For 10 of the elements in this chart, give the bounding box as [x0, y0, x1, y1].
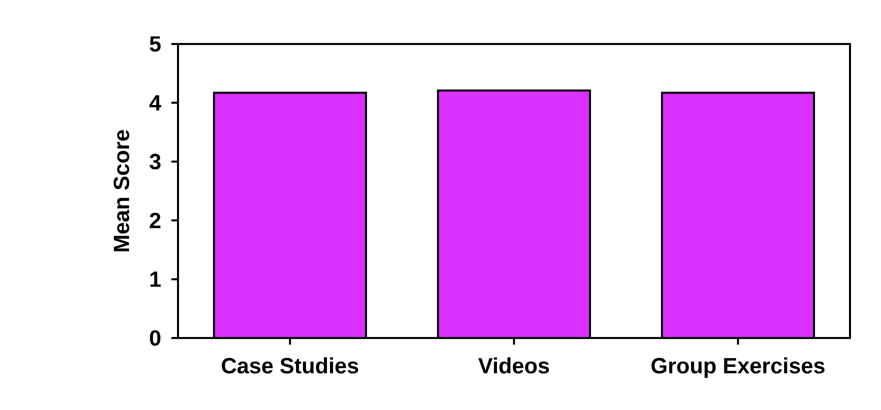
y-tick-label: 5 [150, 36, 161, 52]
x-tick-label: Case Studies [222, 357, 358, 374]
x-tick-label: Group Exercises [651, 357, 824, 378]
y-tick-label: 1 [150, 272, 161, 287]
y-tick-label: 2 [150, 212, 160, 228]
x-tick-label: Videos [478, 357, 549, 374]
y-tick-label: 4 [149, 95, 162, 110]
y-tick-label: 3 [150, 154, 161, 170]
y-tick-label: 0 [150, 330, 160, 346]
y-axis-title: Mean Score [114, 130, 130, 252]
